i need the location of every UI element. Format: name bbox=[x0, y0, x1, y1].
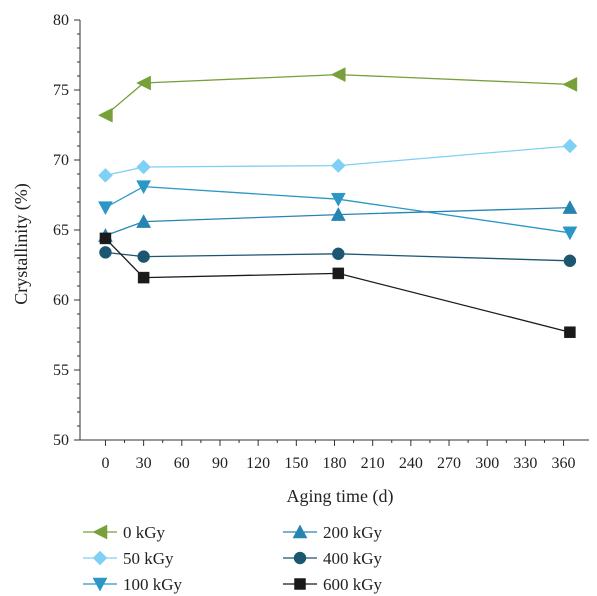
series-1 bbox=[98, 138, 578, 183]
axes: 50 55 60 65 70 75 80 0 30 60 90 120 150 180 210 240 270 3… bbox=[53, 12, 589, 472]
data-point bbox=[564, 326, 576, 338]
data-point bbox=[562, 76, 578, 92]
data-point bbox=[330, 67, 346, 83]
x-tick-label: 60 bbox=[174, 455, 190, 472]
legend-label: 50 kGy bbox=[123, 549, 174, 568]
data-point bbox=[330, 158, 346, 173]
data-point bbox=[97, 107, 113, 123]
legend-marker bbox=[92, 524, 108, 540]
x-tick-label: 300 bbox=[475, 455, 499, 472]
y-tick-label: 60 bbox=[53, 292, 69, 309]
legend-marker bbox=[92, 550, 108, 566]
series-3 bbox=[98, 200, 578, 242]
legend-marker bbox=[292, 524, 308, 539]
series-line bbox=[104, 237, 571, 333]
series-line bbox=[105, 206, 570, 237]
data-point bbox=[98, 201, 113, 216]
legend-label: 400 kGy bbox=[323, 549, 383, 568]
x-tick-label: 360 bbox=[552, 455, 576, 472]
data-point bbox=[99, 232, 112, 245]
data-point bbox=[137, 271, 150, 284]
data-point bbox=[136, 214, 152, 228]
x-tick-label: 180 bbox=[323, 455, 347, 472]
legend-item-1: 50 kGy bbox=[83, 549, 174, 568]
x-tick-label: 30 bbox=[136, 455, 152, 472]
legend-item-5: 600 kGy bbox=[283, 575, 383, 594]
series-line bbox=[105, 251, 570, 262]
x-tick-label: 0 bbox=[101, 455, 109, 472]
y-tick-label: 75 bbox=[53, 82, 69, 99]
data-point bbox=[136, 180, 152, 195]
y-tick-label: 65 bbox=[53, 222, 69, 239]
series-line bbox=[105, 145, 570, 177]
data-point bbox=[562, 200, 578, 214]
data-point bbox=[330, 207, 346, 221]
series-0 bbox=[97, 67, 578, 123]
series-4 bbox=[99, 246, 577, 268]
data-point bbox=[332, 267, 345, 280]
x-tick-label: 150 bbox=[284, 455, 308, 472]
data-point bbox=[137, 250, 150, 263]
data-point bbox=[563, 254, 577, 268]
series-line bbox=[105, 185, 571, 234]
y-tick-label: 50 bbox=[53, 432, 69, 449]
x-tick-label: 90 bbox=[212, 455, 228, 472]
series-layer bbox=[97, 67, 578, 338]
data-point bbox=[562, 138, 578, 154]
y-tick-label: 80 bbox=[53, 12, 69, 29]
x-axis-title: Aging time (d) bbox=[287, 486, 394, 507]
data-point bbox=[98, 168, 113, 183]
legend-label: 200 kGy bbox=[323, 523, 383, 542]
y-tick-label: 70 bbox=[53, 152, 69, 169]
legend-item-4: 400 kGy bbox=[283, 549, 383, 568]
series-5 bbox=[99, 232, 576, 338]
data-point bbox=[99, 246, 112, 259]
series-line bbox=[105, 73, 570, 116]
data-point bbox=[330, 192, 346, 207]
legend-marker bbox=[92, 577, 108, 592]
legend-marker bbox=[294, 578, 306, 590]
legend-marker bbox=[293, 551, 307, 565]
data-point bbox=[562, 226, 578, 241]
x-tick-label: 240 bbox=[399, 455, 423, 472]
legend-label: 0 kGy bbox=[123, 523, 166, 542]
y-tick-label: 55 bbox=[53, 362, 69, 379]
data-point bbox=[136, 75, 151, 91]
legend: 0 kGy 50 kGy 100 kGy 200 kGy 400 kGy 600 kGy bbox=[83, 523, 383, 594]
data-point bbox=[136, 159, 151, 175]
x-tick-label: 210 bbox=[361, 455, 385, 472]
series-2 bbox=[98, 180, 578, 241]
legend-item-2: 100 kGy bbox=[83, 575, 183, 594]
data-point bbox=[332, 247, 345, 261]
x-tick-label: 330 bbox=[513, 455, 537, 472]
legend-label: 600 kGy bbox=[323, 575, 383, 594]
y-axis-title: Crystallinity (%) bbox=[11, 183, 32, 304]
legend-item-0: 0 kGy bbox=[83, 523, 166, 542]
legend-item-3: 200 kGy bbox=[283, 523, 383, 542]
x-tick-label: 270 bbox=[437, 455, 461, 472]
x-tick-label: 120 bbox=[246, 455, 270, 472]
legend-label: 100 kGy bbox=[123, 575, 183, 594]
